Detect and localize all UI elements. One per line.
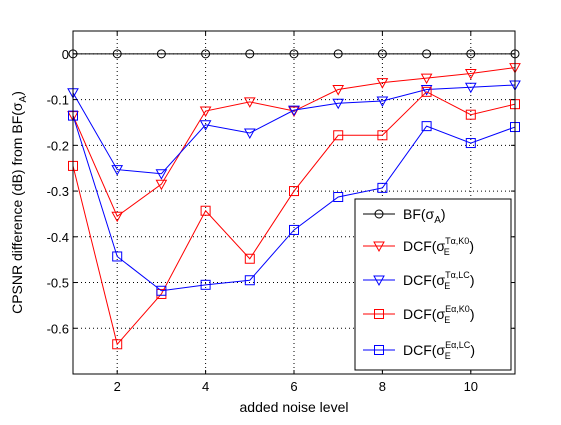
data-point bbox=[243, 128, 256, 140]
data-point bbox=[111, 165, 124, 176]
y-tick-label: -0.6 bbox=[47, 321, 69, 336]
legend-swatch-marker bbox=[374, 309, 384, 319]
x-tick-label: 10 bbox=[464, 379, 478, 394]
data-point bbox=[200, 279, 211, 290]
data-point bbox=[333, 49, 343, 59]
legend-swatch-marker bbox=[374, 209, 384, 219]
data-point bbox=[155, 169, 168, 180]
series-line bbox=[72, 67, 516, 217]
series-line bbox=[72, 84, 516, 175]
data-point bbox=[155, 179, 168, 191]
legend-swatch-marker bbox=[373, 275, 385, 287]
data-point bbox=[466, 49, 476, 59]
data-point bbox=[465, 109, 476, 120]
series-line bbox=[72, 91, 516, 346]
data-point bbox=[111, 211, 124, 223]
data-point bbox=[289, 49, 299, 59]
series-1 bbox=[67, 63, 521, 223]
data-point bbox=[333, 130, 344, 141]
x-tick-label: 4 bbox=[202, 379, 209, 394]
x-tick-label: 2 bbox=[114, 379, 121, 394]
y-tick-label: -0.4 bbox=[47, 230, 69, 245]
data-point bbox=[289, 186, 299, 197]
legend-swatch-marker bbox=[374, 345, 384, 355]
data-point bbox=[199, 120, 212, 131]
series-0 bbox=[68, 49, 520, 59]
y-tick-label: -0.1 bbox=[47, 93, 69, 108]
x-tick-label: 6 bbox=[290, 379, 297, 394]
series-4 bbox=[68, 110, 520, 296]
data-point bbox=[199, 106, 212, 118]
y-tick-label: 0 bbox=[62, 47, 69, 62]
data-point bbox=[244, 275, 255, 286]
legend-item: DCF(σEα,LC E) bbox=[363, 340, 475, 361]
data-point bbox=[289, 224, 299, 235]
data-point bbox=[156, 49, 166, 59]
data-point bbox=[376, 96, 389, 108]
data-point bbox=[421, 121, 432, 132]
y-tick-label: -0.3 bbox=[47, 184, 69, 199]
data-point bbox=[333, 192, 344, 203]
data-point bbox=[422, 49, 432, 59]
data-point bbox=[465, 138, 476, 149]
data-point bbox=[332, 85, 345, 96]
series-line bbox=[72, 115, 516, 292]
data-point bbox=[332, 98, 345, 110]
data-point bbox=[112, 251, 123, 262]
x-axis-label: added noise level bbox=[240, 399, 349, 415]
y-tick-label: -0.5 bbox=[47, 276, 69, 291]
data-point bbox=[288, 105, 300, 117]
data-point bbox=[244, 253, 255, 264]
data-point bbox=[376, 78, 389, 89]
data-point bbox=[377, 130, 388, 141]
legend-swatch-marker bbox=[373, 241, 385, 253]
data-point bbox=[420, 73, 433, 85]
data-point bbox=[464, 69, 477, 80]
data-point bbox=[156, 285, 167, 296]
data-point bbox=[201, 49, 211, 59]
data-point bbox=[377, 49, 387, 59]
data-point bbox=[464, 82, 477, 94]
y-axis-label: CPSNR difference (dB) from BF(σA) bbox=[9, 91, 29, 314]
x-tick-label: 8 bbox=[379, 379, 386, 394]
data-point bbox=[112, 49, 122, 59]
data-point bbox=[112, 339, 123, 350]
legend: BF(σA)DCF(σTα,K0 E)DCF(σTα,LC E)DCF(σEα,K0… bbox=[354, 198, 512, 371]
data-point bbox=[420, 85, 433, 96]
tick-layer: 2 4 6 8 10 0 -0.1 -0.2 -0.3 -0.4 -0.5 -0.6 bbox=[47, 31, 515, 394]
data-point bbox=[377, 182, 388, 193]
data-point bbox=[243, 97, 256, 108]
data-point bbox=[421, 86, 432, 97]
data-point bbox=[200, 205, 211, 216]
series-layer bbox=[67, 49, 521, 350]
legend-box bbox=[354, 198, 512, 371]
data-point bbox=[245, 49, 255, 59]
y-tick-label: -0.2 bbox=[47, 138, 69, 153]
